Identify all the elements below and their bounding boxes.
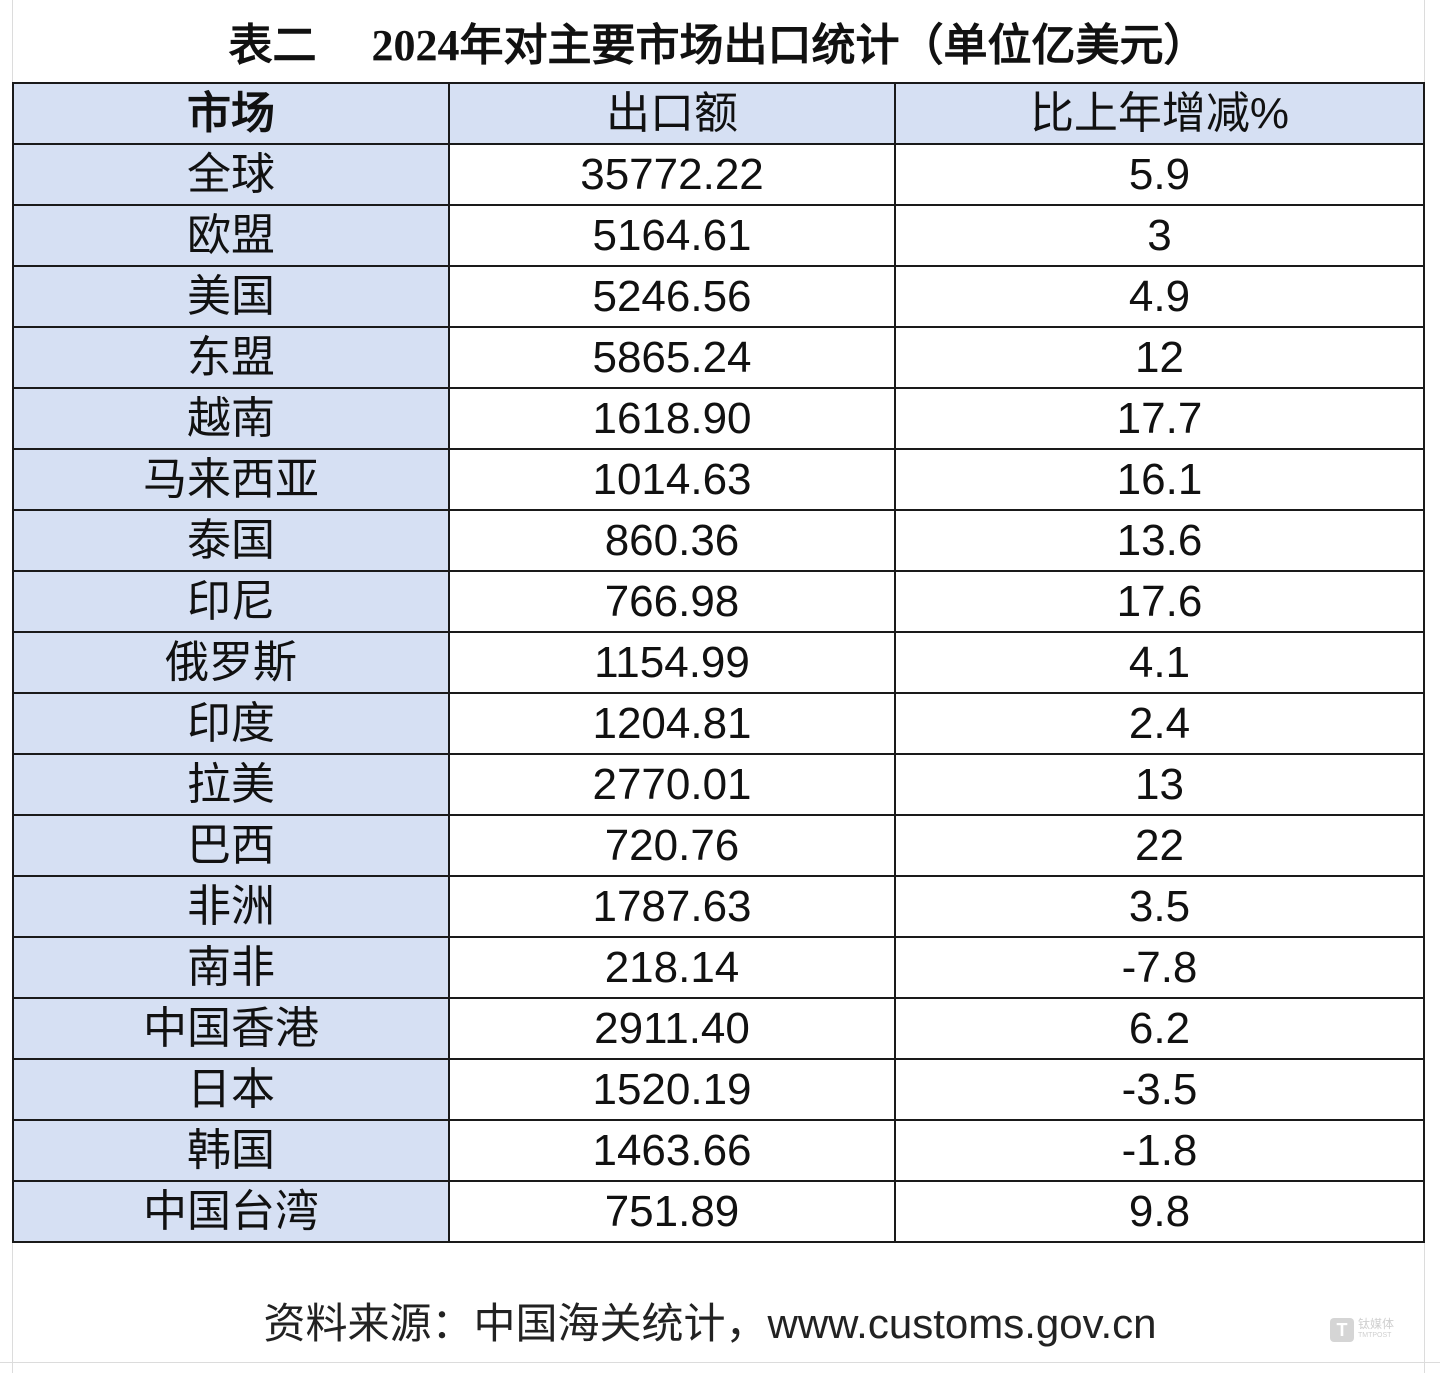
table-row: 马来西亚 1014.63 16.1: [12, 448, 1425, 511]
table-row: 南非 218.14 -7.8: [12, 936, 1425, 999]
sheet-gridline: [0, 1362, 1440, 1363]
cell-export[interactable]: 2770.01: [448, 753, 896, 816]
cell-change[interactable]: 5.9: [894, 143, 1425, 206]
cell-export[interactable]: 751.89: [448, 1180, 896, 1243]
cell-market[interactable]: 泰国: [12, 509, 450, 572]
cell-export[interactable]: 1014.63: [448, 448, 896, 511]
table-row: 东盟 5865.24 12: [12, 326, 1425, 389]
cell-change[interactable]: 13.6: [894, 509, 1425, 572]
table-row: 越南 1618.90 17.7: [12, 387, 1425, 450]
sheet-gridline: [1424, 0, 1425, 1373]
cell-market[interactable]: 中国台湾: [12, 1180, 450, 1243]
cell-market[interactable]: 全球: [12, 143, 450, 206]
cell-export[interactable]: 35772.22: [448, 143, 896, 206]
cell-change[interactable]: 4.1: [894, 631, 1425, 694]
cell-market[interactable]: 韩国: [12, 1119, 450, 1182]
cell-market[interactable]: 拉美: [12, 753, 450, 816]
cell-market[interactable]: 日本: [12, 1058, 450, 1121]
cell-export[interactable]: 1520.19: [448, 1058, 896, 1121]
cell-change[interactable]: 6.2: [894, 997, 1425, 1060]
cell-change[interactable]: 22: [894, 814, 1425, 877]
cell-market[interactable]: 巴西: [12, 814, 450, 877]
export-table: 市场 出口额 比上年增减% 全球 35772.22 5.9 欧盟 5164.61 3 美国 5…: [12, 82, 1425, 1243]
cell-change[interactable]: 16.1: [894, 448, 1425, 511]
cell-market[interactable]: 印尼: [12, 570, 450, 633]
cell-change[interactable]: -3.5: [894, 1058, 1425, 1121]
table-row: 中国台湾 751.89 9.8: [12, 1180, 1425, 1243]
cell-change[interactable]: 3: [894, 204, 1425, 267]
watermark-logo-icon: T: [1330, 1318, 1354, 1342]
cell-export[interactable]: 1787.63: [448, 875, 896, 938]
cell-market[interactable]: 南非: [12, 936, 450, 999]
watermark-sub: TMTPOST: [1358, 1332, 1392, 1339]
cell-export[interactable]: 5865.24: [448, 326, 896, 389]
table-row: 印尼 766.98 17.6: [12, 570, 1425, 633]
cell-change[interactable]: 4.9: [894, 265, 1425, 328]
cell-export[interactable]: 5164.61: [448, 204, 896, 267]
header-change[interactable]: 比上年增减%: [894, 82, 1425, 145]
table-row: 日本 1520.19 -3.5: [12, 1058, 1425, 1121]
cell-market[interactable]: 印度: [12, 692, 450, 755]
cell-market[interactable]: 中国香港: [12, 997, 450, 1060]
table-row: 韩国 1463.66 -1.8: [12, 1119, 1425, 1182]
source-text: 资料来源：中国海关统计，www.customs.gov.cn: [263, 1300, 1157, 1347]
cell-change[interactable]: -7.8: [894, 936, 1425, 999]
cell-change[interactable]: -1.8: [894, 1119, 1425, 1182]
table-row: 全球 35772.22 5.9: [12, 143, 1425, 206]
cell-change[interactable]: 17.7: [894, 387, 1425, 450]
cell-market[interactable]: 俄罗斯: [12, 631, 450, 694]
cell-change[interactable]: 12: [894, 326, 1425, 389]
cell-export[interactable]: 1618.90: [448, 387, 896, 450]
cell-export[interactable]: 766.98: [448, 570, 896, 633]
table-row: 非洲 1787.63 3.5: [12, 875, 1425, 938]
cell-change[interactable]: 3.5: [894, 875, 1425, 938]
table-row: 俄罗斯 1154.99 4.1: [12, 631, 1425, 694]
cell-export[interactable]: 720.76: [448, 814, 896, 877]
cell-change[interactable]: 13: [894, 753, 1425, 816]
cell-market[interactable]: 马来西亚: [12, 448, 450, 511]
source-note: 资料来源：中国海关统计，www.customs.gov.cn: [0, 1290, 1440, 1351]
cell-market[interactable]: 越南: [12, 387, 450, 450]
cell-market[interactable]: 美国: [12, 265, 450, 328]
table-title: 表二 2024年对主要市场出口统计（单位亿美元）: [228, 21, 1208, 70]
cell-export[interactable]: 1204.81: [448, 692, 896, 755]
cell-change[interactable]: 17.6: [894, 570, 1425, 633]
cell-export[interactable]: 1463.66: [448, 1119, 896, 1182]
table-row: 美国 5246.56 4.9: [12, 265, 1425, 328]
header-row: 市场 出口额 比上年增减%: [12, 82, 1425, 145]
cell-export[interactable]: 860.36: [448, 509, 896, 572]
table-row: 泰国 860.36 13.6: [12, 509, 1425, 572]
cell-market[interactable]: 非洲: [12, 875, 450, 938]
table-row: 欧盟 5164.61 3: [12, 204, 1425, 267]
cell-change[interactable]: 2.4: [894, 692, 1425, 755]
cell-export[interactable]: 5246.56: [448, 265, 896, 328]
cell-market[interactable]: 东盟: [12, 326, 450, 389]
watermark: T 钛媒体 TMTPOST: [1330, 1318, 1394, 1342]
table-row: 拉美 2770.01 13: [12, 753, 1425, 816]
table-row: 印度 1204.81 2.4: [12, 692, 1425, 755]
cell-market[interactable]: 欧盟: [12, 204, 450, 267]
watermark-text: 钛媒体: [1358, 1317, 1395, 1331]
table-row: 中国香港 2911.40 6.2: [12, 997, 1425, 1060]
header-export[interactable]: 出口额: [448, 82, 896, 145]
header-market[interactable]: 市场: [12, 82, 450, 145]
table-row: 巴西 720.76 22: [12, 814, 1425, 877]
cell-export[interactable]: 218.14: [448, 936, 896, 999]
cell-export[interactable]: 1154.99: [448, 631, 896, 694]
cell-change[interactable]: 9.8: [894, 1180, 1425, 1243]
cell-export[interactable]: 2911.40: [448, 997, 896, 1060]
